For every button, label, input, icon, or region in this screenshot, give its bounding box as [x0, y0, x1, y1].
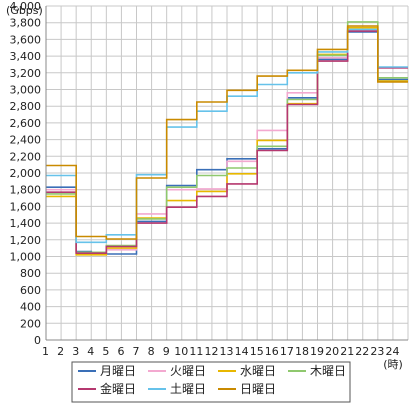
y-tick-label: 2,200: [10, 150, 42, 163]
x-tick-label: 9: [163, 345, 170, 358]
x-tick-label: 19: [310, 345, 324, 358]
y-tick-label: 3,000: [10, 84, 42, 97]
y-tick-label: 3,400: [10, 50, 42, 63]
series-line: [46, 30, 408, 254]
legend-label: 土曜日: [170, 382, 206, 396]
y-tick-label: 3,600: [10, 33, 42, 46]
y-axis-unit-label: (Gbps): [6, 4, 43, 17]
y-tick-label: 200: [20, 317, 41, 330]
x-tick-label: 4: [87, 345, 94, 358]
x-tick-label: 11: [189, 345, 203, 358]
x-tick-label: 10: [174, 345, 188, 358]
series-line: [46, 25, 408, 240]
y-tick-label: 4,000: [10, 0, 42, 13]
axes: 0 200 400 600 800 1,000 1,200 1,400 1,600 1,800 2,…: [10, 0, 408, 358]
x-tick-label: 14: [235, 345, 249, 358]
y-tick-label: 800: [20, 267, 41, 280]
y-tick-label: 1,800: [10, 184, 42, 197]
x-tick-label: 7: [133, 345, 140, 358]
x-tick-label: 1: [42, 345, 49, 358]
x-tick-label: 21: [340, 345, 354, 358]
y-tick-label: 2,000: [10, 167, 42, 180]
x-tick-label: 20: [325, 345, 339, 358]
legend-label: 月曜日: [100, 364, 136, 378]
x-tick-label: 12: [204, 345, 218, 358]
x-axis-unit-label: (時): [383, 358, 403, 371]
y-tick-label: 0: [34, 334, 41, 347]
series-lines: [46, 21, 408, 256]
y-tick-label: 400: [20, 301, 41, 314]
x-tick-label: 16: [265, 345, 279, 358]
x-tick-label: 24: [385, 345, 399, 358]
x-tick-label: 6: [117, 345, 124, 358]
x-tick-label: 5: [102, 345, 109, 358]
x-tick-label: 13: [220, 345, 234, 358]
x-tick-label: 17: [280, 345, 294, 358]
x-tick-label: 22: [355, 345, 369, 358]
x-tick-label: 18: [295, 345, 309, 358]
legend-label: 水曜日: [240, 364, 276, 378]
legend-label: 日曜日: [240, 382, 276, 396]
y-tick-label: 2,400: [10, 134, 42, 147]
y-tick-label: 3,200: [10, 67, 42, 80]
x-tick-label: 15: [250, 345, 264, 358]
x-tick-label: 2: [57, 345, 64, 358]
y-tick-label: 1,200: [10, 234, 42, 247]
x-tick-label: 8: [148, 345, 155, 358]
x-tick-label: 23: [370, 345, 384, 358]
y-tick-label: 3,800: [10, 17, 42, 30]
legend-label: 金曜日: [100, 381, 136, 396]
y-tick-label: 2,800: [10, 100, 42, 113]
y-tick-label: 2,600: [10, 117, 42, 130]
legend-label: 火曜日: [170, 364, 206, 378]
y-tick-label: 1,600: [10, 200, 42, 213]
y-tick-label: 600: [20, 284, 41, 297]
legend-label: 木曜日: [310, 364, 346, 378]
y-tick-label: 1,000: [10, 251, 42, 264]
gridlines: [45, 5, 409, 341]
legend-box: [71, 361, 351, 403]
y-tick-label: 1,400: [10, 217, 42, 230]
x-tick-label: 3: [72, 345, 79, 358]
